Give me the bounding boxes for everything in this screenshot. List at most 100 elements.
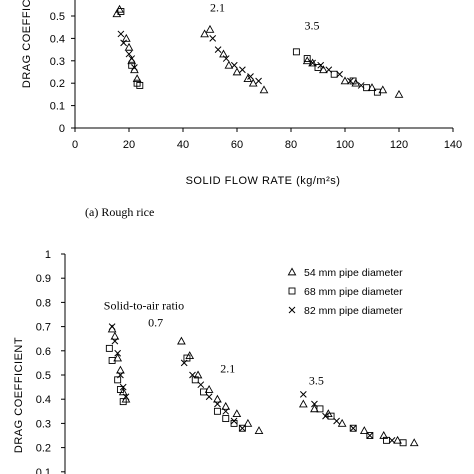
annotation: 2.1 — [220, 362, 235, 376]
data-point — [351, 78, 361, 87]
data-point — [388, 436, 396, 444]
data-point — [132, 74, 142, 83]
y-tick-label: 0.5 — [36, 370, 51, 382]
y-tick-label: 0.5 — [50, 11, 65, 23]
data-point — [314, 64, 322, 71]
data-point — [325, 66, 333, 74]
data-point — [116, 365, 125, 374]
data-point — [219, 49, 228, 58]
data-point — [243, 74, 253, 83]
y-tick-label: 0.1 — [36, 467, 51, 474]
data-point — [302, 56, 312, 65]
data-point — [232, 67, 242, 76]
data-point — [114, 376, 122, 384]
legend-label: 68 mm pipe diameter — [304, 286, 403, 298]
data-point — [200, 388, 208, 396]
data-point — [378, 85, 388, 94]
chart-rough-rice: 0 0.1 0.2 0.3 0.4 0.5 0 20 40 60 80 100 120 140 SOLID … — [21, 0, 462, 219]
y-tick-label: 0.7 — [36, 322, 51, 334]
data-point — [248, 78, 258, 87]
data-point — [114, 349, 122, 357]
data-point — [205, 393, 213, 401]
y-tick-label: 0.8 — [36, 297, 51, 309]
y-tick-label: 0.4 — [36, 394, 51, 406]
data-point — [254, 426, 264, 434]
x-tick-label: 40 — [177, 139, 189, 151]
y-tick-label: 0.6 — [36, 346, 51, 358]
data-point — [117, 371, 124, 379]
data-point — [310, 404, 319, 413]
data-point — [131, 64, 138, 71]
data-point — [183, 354, 191, 362]
data-point — [105, 344, 113, 352]
legend-label: 54 mm pipe diameter — [304, 267, 403, 279]
data-point — [330, 70, 338, 78]
data-point — [119, 398, 127, 406]
y-tick-label: 0 — [59, 123, 65, 135]
data-point — [214, 400, 221, 408]
x-tick-label: 120 — [390, 139, 408, 151]
y-tick-label: 1 — [45, 249, 51, 261]
chart-caption: (a) Rough rice — [85, 205, 154, 219]
x-tick-label: 20 — [123, 139, 135, 151]
data-point — [317, 61, 325, 69]
data-point — [117, 30, 125, 38]
legend-label: 82 mm pipe diameter — [304, 305, 403, 317]
data-point — [393, 435, 402, 444]
data-point — [239, 66, 246, 74]
data-point — [336, 70, 343, 78]
data-point — [108, 357, 116, 364]
data-point — [383, 436, 390, 444]
data-point — [327, 412, 335, 420]
data-point — [394, 89, 404, 98]
data-point — [359, 426, 369, 434]
data-point — [409, 438, 419, 447]
y-tick-label: 0.3 — [36, 418, 51, 430]
data-point — [221, 401, 231, 410]
annotation: 2.1 — [210, 1, 225, 15]
data-point — [337, 418, 347, 427]
data-point — [119, 383, 127, 391]
data-point — [213, 407, 221, 415]
data-point — [204, 384, 214, 393]
data-point — [319, 65, 328, 74]
data-point — [255, 77, 262, 85]
y-axis-label: DRAG COEFFICIENT — [13, 337, 25, 453]
data-point — [122, 393, 130, 401]
data-point — [298, 399, 308, 408]
x-tick-label: 140 — [444, 139, 462, 151]
x-tick-label: 0 — [72, 139, 78, 151]
data-point — [177, 336, 186, 345]
data-point — [259, 85, 269, 94]
legend-marker — [288, 306, 296, 314]
data-point — [113, 353, 123, 362]
y-tick-label: 0.1 — [50, 101, 65, 113]
data-point — [124, 42, 134, 51]
data-point — [373, 88, 381, 96]
data-point — [200, 29, 209, 38]
data-point — [230, 61, 238, 69]
y-tick-label: 0.2 — [36, 443, 51, 455]
data-point — [125, 50, 133, 58]
data-point — [243, 418, 253, 427]
data-point — [111, 337, 119, 345]
y-tick-label: 0.9 — [36, 273, 51, 285]
data-point — [311, 400, 318, 408]
annotation: Solid-to-air ratio — [104, 299, 184, 313]
data-point — [197, 381, 205, 389]
data-point — [367, 83, 377, 92]
data-point — [239, 424, 246, 432]
legend-marker — [288, 287, 296, 295]
x-tick-label: 60 — [231, 139, 243, 151]
data-point — [303, 55, 311, 63]
data-point — [347, 77, 354, 85]
annotation: 0.7 — [148, 316, 163, 330]
data-point — [108, 323, 116, 330]
data-point — [309, 59, 316, 67]
x-tick-label: 80 — [285, 139, 297, 151]
x-axis-label: SOLID FLOW RATE (kg/m²s) — [186, 175, 341, 187]
data-point — [189, 371, 196, 379]
data-point — [116, 386, 124, 393]
chart-pipe-diameter: 1 0.9 0.8 0.7 0.6 0.5 0.4 0.3 0.2 0.1 DRAG COEFFIC… — [13, 249, 419, 474]
